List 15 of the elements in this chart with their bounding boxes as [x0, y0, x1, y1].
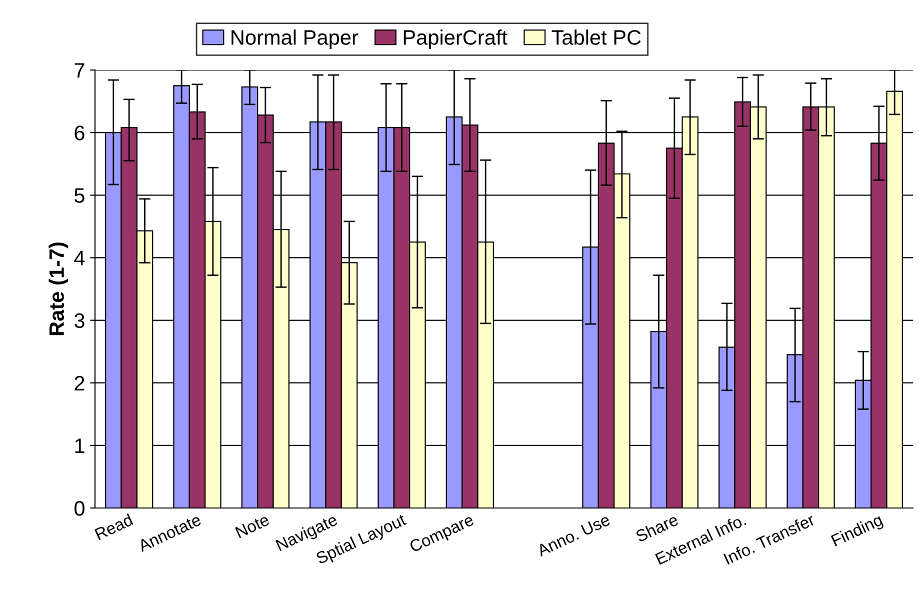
x-tick-label: Note: [235, 514, 270, 538]
legend-label: Tablet PC: [552, 30, 641, 45]
x-tick-label: Anno. Use: [536, 514, 611, 557]
y-tick-label: 3: [74, 313, 84, 328]
y-tick-label: 7: [74, 63, 84, 78]
y-tick-label: 1: [75, 438, 84, 453]
y-tick-label: 4: [74, 250, 85, 266]
x-tick-label: Read: [94, 513, 134, 540]
y-tick-label: 0: [74, 501, 84, 516]
y-tick-label: 5: [74, 188, 84, 203]
legend-label: PapierCraft: [404, 30, 508, 49]
y-tick-label: 6: [74, 126, 84, 140]
y-tick-label: 2: [74, 376, 84, 390]
y-axis-title: Rate (1-7): [48, 242, 68, 336]
legend-label: Normal Paper: [232, 30, 358, 49]
